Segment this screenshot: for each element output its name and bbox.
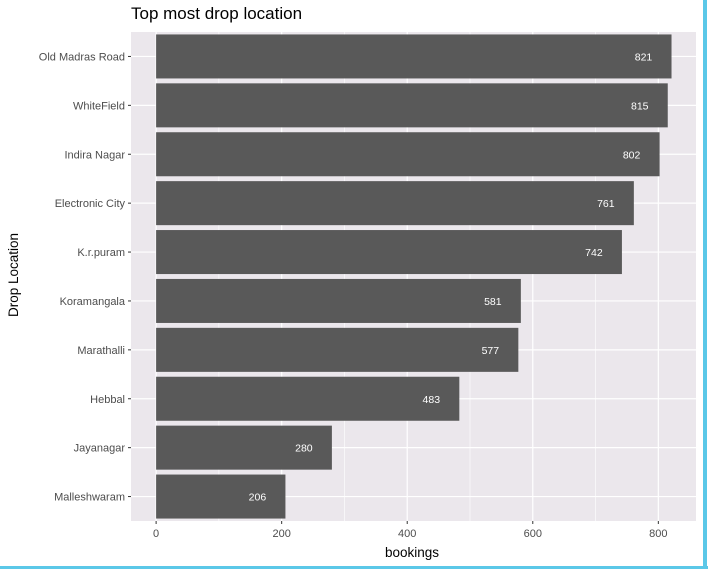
bar <box>156 327 519 372</box>
bar-value-label: 581 <box>484 296 502 308</box>
bar <box>156 181 634 226</box>
y-tick-label: Old Madras Road <box>39 51 125 63</box>
bar-value-label: 761 <box>597 198 615 210</box>
window-border-right <box>703 0 707 569</box>
bar-value-label: 815 <box>631 100 649 112</box>
y-tick-label: WhiteField <box>73 100 125 112</box>
x-tick-label: 600 <box>524 528 542 540</box>
y-axis-title: Drop Location <box>6 233 21 317</box>
bar-value-label: 802 <box>623 149 641 161</box>
y-tick-label: Koramangala <box>60 296 126 308</box>
y-axis: Old Madras Road WhiteField Indira Nagar Ele… <box>39 51 131 504</box>
bar <box>156 132 660 177</box>
value-labels: 821 815 802 761 742 581 577 483 280 206 <box>249 51 653 503</box>
bar-value-label: 742 <box>585 247 603 259</box>
bar-value-label: 206 <box>249 492 267 504</box>
bar <box>156 230 622 275</box>
bar-value-label: 280 <box>295 443 313 455</box>
window-border-bottom <box>0 566 708 569</box>
y-tick-label: Hebbal <box>90 394 125 406</box>
bar-value-label: 483 <box>423 394 441 406</box>
x-tick-label: 0 <box>153 528 159 540</box>
bar <box>156 474 286 519</box>
x-axis-title: bookings <box>385 545 439 560</box>
y-tick-label: Indira Nagar <box>64 149 125 161</box>
y-tick-label: Jayanagar <box>74 443 126 455</box>
y-tick-label: K.r.puram <box>77 247 125 259</box>
bar <box>156 83 668 128</box>
x-tick-label: 400 <box>398 528 416 540</box>
y-tick-label: Malleshwaram <box>54 492 125 504</box>
bar-value-label: 577 <box>482 345 500 357</box>
x-tick-label: 200 <box>272 528 290 540</box>
y-tick-label: Electronic City <box>55 198 126 210</box>
x-axis: 0 200 400 600 800 <box>153 521 668 540</box>
bar <box>156 425 332 470</box>
chart-title: Top most drop location <box>131 4 303 23</box>
bar-value-label: 821 <box>635 51 653 63</box>
bar <box>156 34 672 79</box>
x-tick-label: 800 <box>649 528 667 540</box>
bar <box>156 376 460 421</box>
y-tick-label: Marathalli <box>77 345 125 357</box>
bar <box>156 278 521 323</box>
bars <box>156 34 672 519</box>
